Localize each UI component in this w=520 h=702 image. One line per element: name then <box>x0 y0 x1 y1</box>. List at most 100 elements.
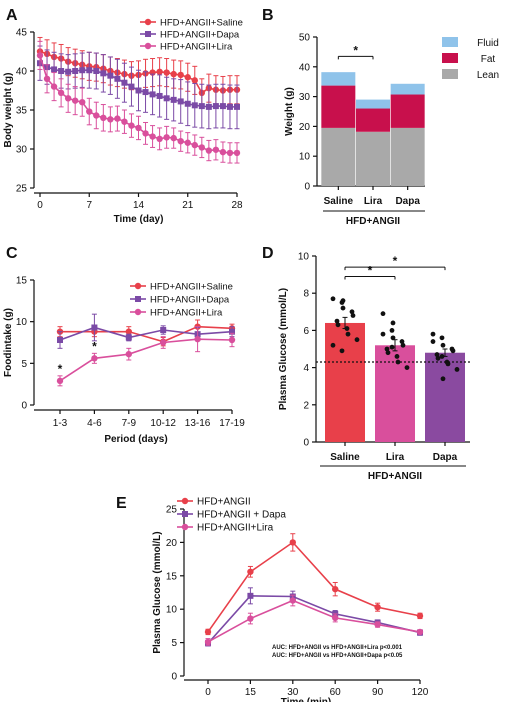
panel-d-individual-point <box>390 320 396 326</box>
panel-a-y-tick-label: 30 <box>16 145 28 156</box>
panel-b-bar-lean <box>321 127 356 186</box>
panel-a-data-point <box>79 67 86 74</box>
panel-a-x-tick-label: 7 <box>86 200 92 211</box>
panel-d-individual-point <box>440 376 446 382</box>
panel-c-data-point <box>228 336 236 344</box>
panel-a-data-point <box>177 98 184 105</box>
panel-c-series-line <box>60 325 233 343</box>
panel-a-data-point <box>170 70 177 78</box>
panel-a-data-point <box>156 92 163 99</box>
panel-e-data-point <box>204 638 212 646</box>
panel-e-data-point <box>247 592 254 599</box>
panel-e-data-point <box>332 614 339 622</box>
panel-a-data-point <box>65 68 72 75</box>
panel-d-individual-point <box>435 355 441 361</box>
panel-d-individual-point <box>330 296 336 302</box>
panel-b-bar-fluid <box>390 83 425 95</box>
panel-d-y-tick-label: 2 <box>303 400 309 411</box>
panel-d-individual-point <box>430 339 436 344</box>
panel-a-data-point <box>142 89 149 96</box>
panel-label-E: E <box>116 495 127 512</box>
panel-d-bar-lira <box>375 345 415 442</box>
panel-a-data-point <box>72 68 79 74</box>
panel-a-data-point <box>128 122 135 129</box>
panel-d-individual-point <box>430 331 436 337</box>
panel-c-significance-star: * <box>92 339 97 353</box>
panel-a-legend-label: HFD+ANGII+Lira <box>160 42 233 53</box>
panel-b-bar-fluid <box>321 72 356 86</box>
panel-e-y-tick-label: 15 <box>166 571 178 582</box>
panel-a-data-point <box>234 103 240 110</box>
panel-c-series-lira <box>56 326 236 387</box>
panel-d-y-tick-label: 10 <box>298 252 310 263</box>
panel-e-legend-marker <box>182 511 188 517</box>
panel-d-individual-point <box>340 305 346 311</box>
panel-a-data-point <box>135 87 142 94</box>
panel-d-individual-point <box>335 322 341 328</box>
panel-c-x-tick-label: 17-19 <box>219 418 245 429</box>
panel-a-data-point <box>128 83 135 90</box>
panel-a-data-point <box>212 103 219 110</box>
panel-c-legend-label: HFD+ANGII+Lira <box>150 308 223 319</box>
panel-c-y-tick-label: 10 <box>16 317 28 328</box>
panel-a-data-point <box>114 75 121 82</box>
panel-c-y-tick-label: 5 <box>21 359 27 370</box>
panel-d-y-tick-label: 4 <box>303 363 309 374</box>
panel-b-legend-swatch <box>442 69 458 79</box>
panel-c-legend-marker <box>134 308 142 316</box>
panel-d-individual-point <box>339 348 345 354</box>
panel-a-data-point <box>219 103 226 110</box>
panel-d-bar-dapa <box>425 352 465 442</box>
panel-c-data-point <box>56 377 64 385</box>
panel-e-series-line <box>207 595 421 644</box>
panel-a-data-point <box>156 135 163 143</box>
panel-a-data-point <box>149 133 156 140</box>
panel-a-data-point <box>205 103 212 110</box>
panel-e-series-line <box>207 599 421 643</box>
panel-b-y-tick-label: 20 <box>299 122 311 133</box>
panel-a-x-tick-label: 21 <box>182 200 194 211</box>
panel-a-data-point <box>191 77 198 84</box>
panel-c-data-point <box>91 324 98 331</box>
panel-c-series-dapa <box>57 313 235 349</box>
panel-d-x-tick-label: Dapa <box>433 452 458 463</box>
panel-a-data-point <box>58 68 65 74</box>
panel-d-x-tick-label: Saline <box>330 452 360 463</box>
panel-b-y-tick-label: 10 <box>299 152 311 163</box>
panel-b-bar-fat <box>356 108 390 132</box>
panel-c-x-tick-label: 10-12 <box>150 418 176 429</box>
panel-d-individual-point <box>349 309 355 315</box>
panel-e-data-point <box>289 539 296 546</box>
panel-d-individual-point <box>330 342 336 348</box>
panel-d-significance-star: * <box>368 263 373 277</box>
panel-b-x-tick-label: Dapa <box>395 196 420 207</box>
panel-d-x-tick-label: Lira <box>386 452 405 463</box>
panel-e-y-tick-label: 5 <box>171 638 177 649</box>
panel-d-individual-point <box>400 342 406 348</box>
panel-b-bar-fat <box>321 85 356 128</box>
panel-e-x-tick-label: 90 <box>372 687 384 698</box>
panel-a-data-point <box>219 148 227 156</box>
panel-c-x-tick-label: 1-3 <box>53 418 68 429</box>
panel-a-data-point <box>163 69 170 76</box>
panel-b-bar-lean <box>356 131 390 186</box>
panel-d-individual-point <box>389 328 395 333</box>
panel-c-x-axis-label: Period (days) <box>104 434 167 445</box>
panel-d-individual-point <box>439 354 445 359</box>
panel-b-legend-swatch <box>442 37 458 47</box>
panel-b-legend-swatch <box>442 53 458 63</box>
panel-c-chart: 0 5 10 15 1-3 4-6 7-9 10-12 13-16 17-19 Period (da… <box>3 276 245 446</box>
panel-a-y-tick-label: 35 <box>16 106 28 117</box>
panel-e-series-saline <box>204 533 424 636</box>
panel-a-x-tick-label: 0 <box>37 200 43 211</box>
panel-a-data-point <box>107 72 114 79</box>
panel-c-legend-label: HFD+ANGII+Dapa <box>150 295 230 306</box>
panel-a-data-point <box>114 115 121 122</box>
panel-d-individual-point <box>334 318 340 324</box>
panel-e-x-tick-label: 15 <box>245 687 257 698</box>
panel-c-x-tick-label: 4-6 <box>87 418 102 429</box>
panel-e-series-dapa <box>205 587 423 647</box>
panel-c-legend-marker <box>134 282 142 290</box>
panel-e-y-tick-label: 0 <box>171 672 177 683</box>
panel-a-data-point <box>57 89 65 97</box>
